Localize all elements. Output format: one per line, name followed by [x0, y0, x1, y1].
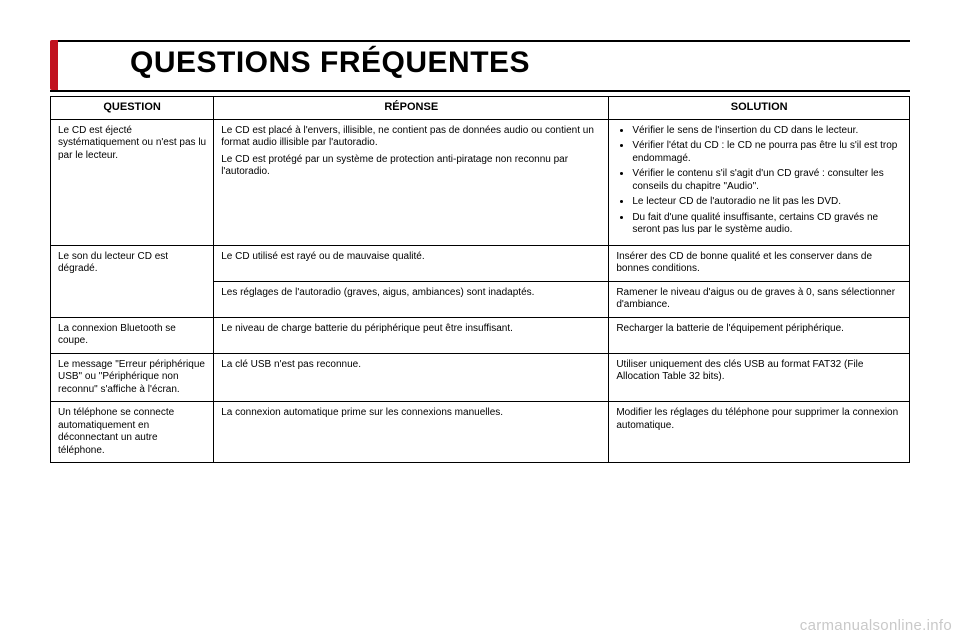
table-row: Le son du lecteur CD est dégradé. Le CD …: [51, 245, 910, 281]
solution-item: Vérifier le contenu s'il s'agit d'un CD …: [632, 168, 902, 193]
table-row: Le message "Erreur périphérique USB" ou …: [51, 353, 910, 402]
page-container: QUESTIONS FRÉQUENTES QUESTION RÉPONSE SO…: [50, 40, 910, 463]
table-header-row: QUESTION RÉPONSE SOLUTION: [51, 97, 910, 120]
cell-solution: Vérifier le sens de l'insertion du CD da…: [609, 119, 910, 245]
cell-question: Un téléphone se connecte automatiquement…: [51, 402, 214, 463]
title-rule-top: [58, 40, 910, 42]
watermark: carmanualsonline.info: [800, 617, 952, 634]
table-row: Un téléphone se connecte automatiquement…: [51, 402, 910, 463]
reponse-paragraph: Le CD est protégé par un système de prot…: [221, 154, 601, 179]
cell-solution: Utiliser uniquement des clés USB au form…: [609, 353, 910, 402]
solution-list: Vérifier le sens de l'insertion du CD da…: [616, 125, 902, 237]
col-header-question: QUESTION: [51, 97, 214, 120]
cell-question: Le son du lecteur CD est dégradé.: [51, 245, 214, 317]
cell-solution: Ramener le niveau d'aigus ou de graves à…: [609, 281, 910, 317]
reponse-paragraph: Le CD est placé à l'envers, illisible, n…: [221, 125, 601, 150]
table-row: Le CD est éjecté systématiquement ou n'e…: [51, 119, 910, 245]
cell-solution: Recharger la batterie de l'équipement pé…: [609, 317, 910, 353]
red-accent: [50, 40, 58, 90]
cell-reponse: Le CD utilisé est rayé ou de mauvaise qu…: [214, 245, 609, 281]
title-rule-bottom: [50, 90, 910, 92]
table-row: La connexion Bluetooth se coupe. Le nive…: [51, 317, 910, 353]
page-title: QUESTIONS FRÉQUENTES: [130, 46, 530, 80]
col-header-solution: SOLUTION: [609, 97, 910, 120]
col-header-reponse: RÉPONSE: [214, 97, 609, 120]
cell-question: La connexion Bluetooth se coupe.: [51, 317, 214, 353]
cell-reponse: La connexion automatique prime sur les c…: [214, 402, 609, 463]
cell-reponse: Les réglages de l'autoradio (graves, aig…: [214, 281, 609, 317]
cell-reponse: Le niveau de charge batterie du périphér…: [214, 317, 609, 353]
cell-solution: Modifier les réglages du téléphone pour …: [609, 402, 910, 463]
solution-item: Le lecteur CD de l'autoradio ne lit pas …: [632, 196, 902, 209]
solution-item: Vérifier le sens de l'insertion du CD da…: [632, 125, 902, 138]
solution-item: Vérifier l'état du CD : le CD ne pourra …: [632, 140, 902, 165]
cell-reponse: La clé USB n'est pas reconnue.: [214, 353, 609, 402]
faq-table: QUESTION RÉPONSE SOLUTION Le CD est éjec…: [50, 96, 910, 463]
cell-question: Le message "Erreur périphérique USB" ou …: [51, 353, 214, 402]
cell-solution: Insérer des CD de bonne qualité et les c…: [609, 245, 910, 281]
cell-question: Le CD est éjecté systématiquement ou n'e…: [51, 119, 214, 245]
solution-item: Du fait d'une qualité insuffisante, cert…: [632, 212, 902, 237]
cell-reponse: Le CD est placé à l'envers, illisible, n…: [214, 119, 609, 245]
title-bar: QUESTIONS FRÉQUENTES: [50, 40, 910, 90]
